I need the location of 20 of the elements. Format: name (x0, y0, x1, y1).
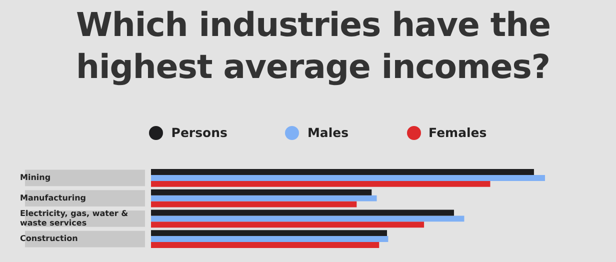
chart-title: Which industries have the highest average incomes? (76, 4, 552, 88)
bar (151, 230, 388, 236)
bar (151, 222, 424, 228)
bar (151, 236, 388, 242)
y-tick-label: Mining (20, 173, 51, 182)
legend-label: Males (307, 125, 349, 140)
bar (151, 180, 490, 187)
y-tick-label: Manufacturing (20, 193, 86, 202)
bar (151, 169, 534, 175)
bar (151, 216, 464, 222)
legend-label: Females (428, 125, 487, 140)
bar (151, 189, 372, 196)
bar (151, 242, 380, 248)
bar (151, 174, 545, 181)
bar (151, 195, 377, 202)
y-tick-label: Construction (20, 234, 78, 244)
y-tick-label: Electricity, gas, water & waste services (20, 208, 128, 228)
legend-label: Persons (171, 125, 228, 140)
bar (151, 210, 454, 216)
bar (151, 201, 357, 208)
